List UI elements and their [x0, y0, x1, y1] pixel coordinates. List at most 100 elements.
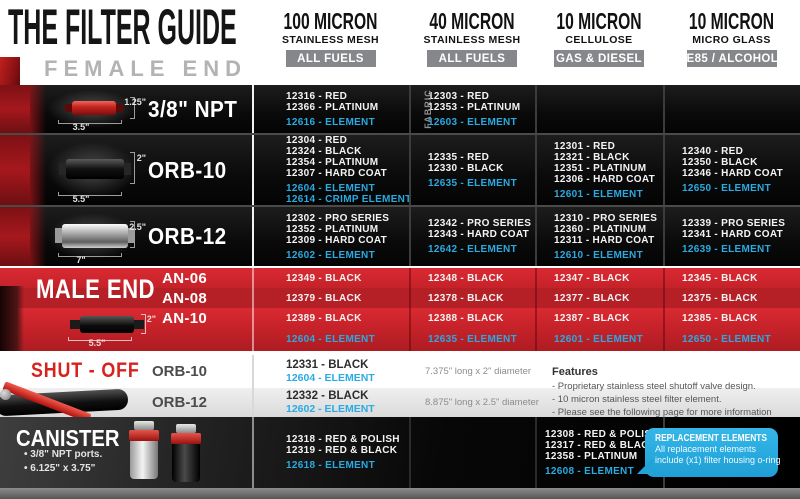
- part-number: 12387 - BLACK: [554, 312, 630, 324]
- element-part-number: 12601 - ELEMENT: [554, 188, 643, 200]
- part-number: 12352 - PLATINUM: [286, 223, 379, 235]
- part-number: 12385 - BLACK: [682, 312, 758, 324]
- part-number: 12350 - BLACK: [682, 157, 758, 168]
- part-number: 12301 - RED: [554, 140, 616, 152]
- part-number: 12345 - BLACK: [682, 272, 758, 284]
- replacement-elements-callout: REPLACEMENT ELEMENTS All replacement ele…: [637, 428, 781, 477]
- element-numbers: 12616 - ELEMENT: [286, 117, 409, 128]
- part-number: 12330 - BLACK: [428, 162, 504, 174]
- element-part-number: 12614 - CRIMP ELEMENT: [286, 194, 412, 205]
- part-number: 12309 - HARD COAT: [286, 234, 388, 246]
- element-numbers: 12602 - ELEMENT: [286, 250, 409, 261]
- parts-cell: 12342 - PRO SERIES 12343 - HARD COAT 12642…: [409, 207, 535, 266]
- part-number: 12340 - RED: [682, 146, 744, 157]
- canister-heading: CANISTER: [16, 425, 120, 451]
- element-part-number: 12635 - ELEMENT: [428, 334, 517, 345]
- canister-bullet: • 6.125" x 3.75": [24, 463, 96, 474]
- fuel-badge: E85 / ALCOHOL: [686, 50, 778, 67]
- part-number: 12319 - RED & BLACK: [286, 445, 398, 456]
- part-number: 12307 - HARD COAT: [286, 168, 388, 179]
- parts-cell: 12335 - RED 12330 - BLACK 12635 - ELEMENT: [409, 135, 535, 205]
- canister-image-polished: [128, 421, 160, 481]
- npt-filter-image: 1.25" 3.5": [30, 85, 148, 133]
- row-male-elements: 12604 - ELEMENT 12635 - ELEMENT 12601 - …: [0, 328, 800, 351]
- canister-table: 12318 - RED & POLISH 12319 - RED & BLACK 1…: [0, 417, 800, 488]
- row-shutoff-orb-12: ORB-12 12332 - BLACK 12602 - ELEMENT 8.8…: [0, 388, 800, 417]
- features-block: Features - Proprietary stainless steel s…: [552, 366, 794, 419]
- callout-line: All replacement elements: [655, 444, 757, 454]
- shut-off-heading: SHUT - OFF: [31, 359, 140, 382]
- parts-cell: 12302 - PRO SERIES 12352 - PLATINUM 12309 …: [252, 207, 409, 266]
- row-label: AN-08: [162, 289, 207, 307]
- parts-cell: [409, 417, 535, 488]
- element-part-number: 12601 - ELEMENT: [554, 334, 643, 345]
- parts-cell: 12340 - RED 12350 - BLACK 12346 - HARD COA…: [663, 135, 800, 205]
- part-number: 12343 - HARD COAT: [428, 229, 530, 240]
- dimension-height: 1.25": [124, 97, 146, 108]
- part-number: 12375 - BLACK: [682, 292, 758, 304]
- orb12-filter-image: 2.5" 7": [30, 207, 148, 266]
- female-end-table: 1.25" 3.5" 3/8" NPT 12316 - RED 12366 - P…: [0, 85, 800, 266]
- parts-cell: [663, 85, 800, 133]
- features-heading: Features: [552, 366, 598, 378]
- red-filter-photo-strip: [0, 207, 30, 266]
- parts-cell: 12301 - RED 12321 - BLACK 12351 - PLATINUM…: [535, 135, 663, 205]
- dimension-length: 5.5": [72, 194, 90, 204]
- fuel-badge: GAS & DIESEL: [554, 50, 644, 67]
- part-number: 12303 - RED: [428, 90, 490, 102]
- element-part-number: 12602 - ELEMENT: [286, 403, 375, 415]
- dimension-length: 7": [76, 255, 86, 265]
- parts-cell: 12304 - RED 12324 - BLACK 12354 - PLATINUM…: [252, 135, 412, 205]
- part-number: 12321 - BLACK: [554, 151, 630, 163]
- element-numbers: 12650 - ELEMENT: [682, 183, 800, 194]
- part-number: 12353 - PLATINUM: [428, 101, 521, 113]
- red-filter-photo-strip: [0, 135, 30, 205]
- feature-item: - Please see the following page for more…: [552, 407, 772, 418]
- part-number: 12316 - RED: [286, 90, 348, 102]
- element-numbers: 12635 - ELEMENT: [428, 178, 535, 189]
- element-numbers: 12601 - ELEMENT: [554, 189, 663, 200]
- callout-title: REPLACEMENT ELEMENTS: [655, 433, 768, 444]
- element-part-number: 12608 - ELEMENT: [545, 465, 634, 477]
- part-number: 12358 - PLATINUM: [545, 450, 638, 462]
- part-number: 12347 - BLACK: [554, 272, 630, 284]
- part-number: 12332 - BLACK: [286, 390, 369, 402]
- media-label: MICRO GLASS: [692, 34, 771, 46]
- part-number: 12304 - RED: [286, 135, 348, 146]
- feature-item: - Proprietary stainless steel shutoff va…: [552, 381, 756, 392]
- row-orb-10: 2" 5.5" ORB-10 12304 - RED 12324 - BLACK 1…: [0, 133, 800, 205]
- element-part-number: 12610 - ELEMENT: [554, 249, 643, 261]
- footer-bar: [0, 488, 800, 499]
- part-number: 12308 - RED & POLISH: [545, 428, 659, 440]
- part-number: 12366 - PLATINUM: [286, 101, 379, 113]
- shut-off-table: ORB-10 12331 - BLACK 12604 - ELEMENT 7.3…: [0, 355, 800, 423]
- dimension-height: 2.5": [129, 222, 146, 233]
- media-label: STAINLESS MESH: [282, 34, 379, 46]
- row-npt: 1.25" 3.5" 3/8" NPT 12316 - RED 12366 - P…: [0, 85, 800, 133]
- element-part-number: 12602 - ELEMENT: [286, 249, 375, 261]
- row-label: AN-06: [162, 269, 207, 287]
- row-label: ORB-12: [148, 223, 227, 249]
- part-number: 12317 - RED & BLACK: [545, 439, 657, 451]
- row-an-08: AN-08 12379 - BLACK 12378 - BLACK 12377 …: [0, 288, 800, 308]
- part-number: 12339 - PRO SERIES: [682, 218, 786, 229]
- parts-cell: [535, 85, 663, 133]
- header: THE FILTER GUIDE FEMALE END 100 MICRON S…: [0, 0, 800, 85]
- parts-cell: FABRIC 12303 - RED 12353 - PLATINUM 12603 -…: [409, 85, 535, 133]
- parts-cell: 12310 - PRO SERIES 12360 - PLATINUM 12311 …: [535, 207, 663, 266]
- parts-cell: 12308 - RED & POLISH 12317 - RED & BLACK 1…: [535, 417, 663, 488]
- element-part-number: 12635 - ELEMENT: [428, 177, 517, 189]
- dimension-length: 3.5": [72, 122, 90, 132]
- element-part-number: 12603 - ELEMENT: [428, 116, 517, 128]
- orb10-filter-image: 2" 5.5": [30, 135, 148, 205]
- column-header-10-micron-micro-glass: 10 MICRON MICRO GLASS E85 / ALCOHOL: [663, 10, 800, 67]
- row-label-cell: 1.25" 3.5" 3/8" NPT: [30, 85, 252, 133]
- element-part-number: 12642 - ELEMENT: [428, 244, 517, 255]
- part-number: 12389 - BLACK: [286, 312, 362, 324]
- size-note: 8.875" long x 2.5" diameter: [425, 397, 539, 408]
- part-number: 12341 - HARD COAT: [682, 229, 784, 240]
- part-number: 12311 - HARD COAT: [554, 234, 655, 246]
- page-title: THE FILTER GUIDE: [8, 0, 237, 55]
- dimension-height: 2": [136, 153, 146, 164]
